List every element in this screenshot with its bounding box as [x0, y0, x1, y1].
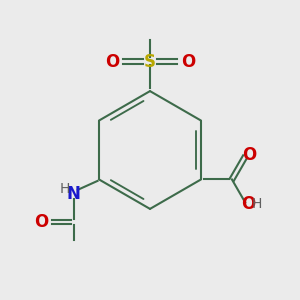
- Text: O: O: [34, 213, 48, 231]
- Text: O: O: [105, 53, 119, 71]
- Text: N: N: [67, 185, 80, 203]
- Text: O: O: [181, 53, 195, 71]
- Text: H: H: [60, 182, 70, 196]
- Text: S: S: [144, 53, 156, 71]
- Text: O: O: [242, 146, 257, 164]
- Text: H: H: [251, 197, 262, 211]
- Text: O: O: [242, 195, 256, 213]
